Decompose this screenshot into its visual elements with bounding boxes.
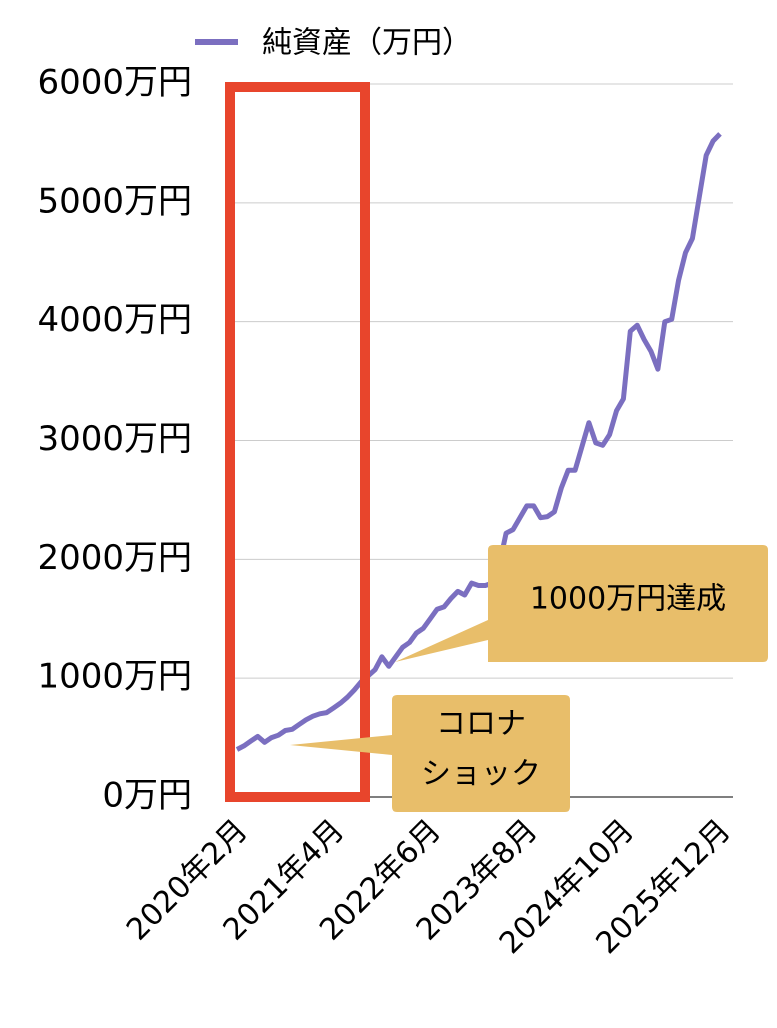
y-tick-label: 3000万円 xyxy=(37,419,192,459)
callout-text: 1000万円達成 xyxy=(530,582,726,617)
callout xyxy=(395,545,768,662)
y-tick-label: 0万円 xyxy=(102,776,192,816)
callout-text: コロナ xyxy=(436,707,526,742)
y-tick-label: 5000万円 xyxy=(37,181,192,221)
y-tick-label: 4000万円 xyxy=(37,300,192,340)
y-tick-label: 1000万円 xyxy=(37,657,192,697)
y-tick-label: 2000万円 xyxy=(37,538,192,578)
callout-text: ショック xyxy=(421,757,541,792)
data-line xyxy=(235,132,722,752)
legend-label: 純資産（万円） xyxy=(262,26,472,61)
y-tick-label: 6000万円 xyxy=(37,63,192,103)
callout xyxy=(290,695,570,812)
highlight-box xyxy=(225,82,370,802)
